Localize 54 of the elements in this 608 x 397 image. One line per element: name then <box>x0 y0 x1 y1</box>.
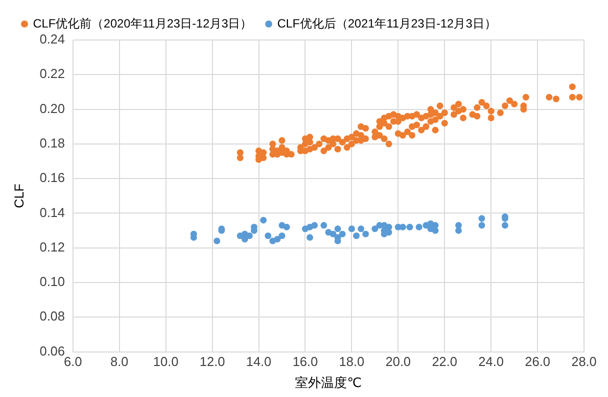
legend-label: CLF优化前（2020年11月23日-12月3日） <box>33 16 252 30</box>
x-tick-label: 14.0 <box>246 354 272 370</box>
y-tick-label: 0.18 <box>40 136 65 151</box>
x-tick-label: 18.0 <box>339 354 364 370</box>
y-tick-label: 0.06 <box>40 343 65 358</box>
x-tick-label: 24.0 <box>478 354 504 370</box>
point <box>278 232 286 240</box>
point <box>214 238 220 244</box>
point <box>358 226 364 232</box>
y-tick-label: 0.10 <box>40 274 65 290</box>
x-tick-label: 16.0 <box>292 354 318 370</box>
point <box>502 222 508 229</box>
point <box>372 226 378 232</box>
point <box>406 224 414 230</box>
x-tick-label: 6.0 <box>64 354 82 370</box>
y-tick-label: 0.14 <box>40 204 65 220</box>
x-axis-title: 室外温度℃ <box>295 374 362 390</box>
y-tick-label: 0.24 <box>40 32 65 47</box>
point <box>242 236 248 243</box>
point <box>260 216 267 224</box>
point <box>416 224 422 230</box>
y-tick-label: 0.22 <box>40 66 65 82</box>
x-tick-label: 28.0 <box>571 354 597 370</box>
legend-label: CLF优化后（2021年11月23日-12月3日） <box>277 16 496 30</box>
point <box>264 232 272 240</box>
point <box>330 230 336 238</box>
y-axis-title: CLF <box>11 184 26 208</box>
y-tick-label: 0.08 <box>40 308 65 324</box>
point <box>283 224 290 230</box>
x-tick-label: 10.0 <box>153 354 178 370</box>
point <box>353 232 360 240</box>
point <box>306 234 314 241</box>
point <box>399 224 406 230</box>
y-tick-label: 0.12 <box>40 239 65 254</box>
point <box>320 222 328 229</box>
point <box>311 222 318 229</box>
point <box>455 227 462 234</box>
point <box>339 230 346 238</box>
x-tick-label: 22.0 <box>432 354 458 370</box>
point <box>334 226 342 232</box>
x-tick-label: 8.0 <box>110 354 128 370</box>
point <box>362 230 369 238</box>
x-tick-label: 20.0 <box>385 354 411 370</box>
y-tick-label: 0.16 <box>40 170 65 186</box>
point <box>348 226 355 232</box>
point <box>274 236 281 243</box>
point <box>478 215 486 222</box>
point <box>246 232 253 240</box>
x-tick-label: 26.0 <box>524 354 550 370</box>
y-tick-label: 0.20 <box>40 100 65 116</box>
point <box>432 227 439 234</box>
point <box>432 222 439 229</box>
point <box>478 222 486 229</box>
x-tick-label: 12.0 <box>200 354 225 370</box>
